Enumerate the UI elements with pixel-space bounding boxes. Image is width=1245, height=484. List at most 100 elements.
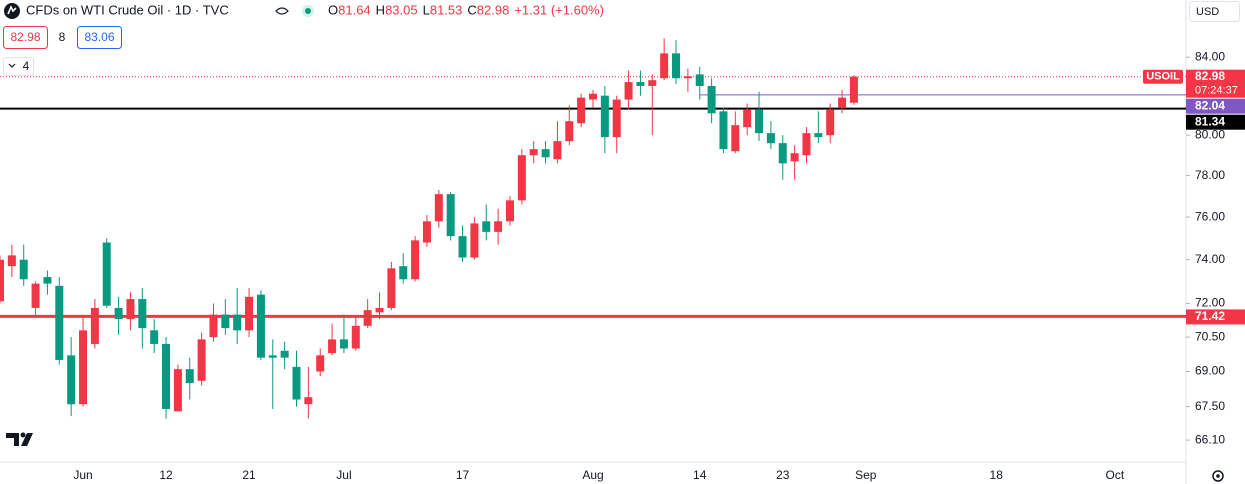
candle-body [173, 369, 182, 412]
x-tick-label: 21 [242, 468, 256, 482]
candle-body [375, 307, 384, 313]
legend-value: 81.53 [430, 2, 463, 17]
candle-body [292, 366, 301, 400]
countdown-label: 07:24:37 [1195, 85, 1238, 97]
last-price-label: 82.98 [1195, 69, 1225, 83]
x-tick-label: Jun [73, 468, 92, 482]
chart-title[interactable]: CFDs on WTI Crude Oil · 1D · TVC [26, 2, 229, 17]
candle-body [541, 149, 550, 158]
indicators-toggle[interactable] [3, 57, 34, 76]
chevron-icon [8, 63, 16, 68]
legend-change: +1.31 (+1.60%) [514, 2, 604, 17]
last-price-tag [1186, 69, 1245, 98]
legend-key: H [376, 2, 385, 17]
y-tick-label: 70.50 [1195, 329, 1225, 343]
candle-body [755, 109, 764, 134]
candle-body [363, 310, 372, 326]
price-tag-label: 71.42 [1195, 309, 1225, 323]
y-tick-label: 74.00 [1195, 252, 1225, 266]
symbol-tag [1143, 69, 1183, 84]
candle-body [245, 296, 254, 331]
x-tick-label: Jul [336, 468, 351, 482]
y-tick-label: 66.10 [1195, 432, 1225, 446]
symbol-tag-label: USOIL [1146, 71, 1180, 83]
y-tick-label: 72.00 [1195, 296, 1225, 310]
candle-body [268, 355, 277, 358]
y-tick-label: 76.00 [1195, 209, 1225, 223]
x-tick-label: 18 [990, 468, 1004, 482]
candle-body [482, 221, 491, 232]
candle-body [351, 325, 360, 349]
candle-body [422, 221, 431, 243]
currency-button[interactable] [1189, 1, 1240, 22]
candle-body [209, 314, 218, 338]
candle-body [790, 153, 799, 162]
x-tick-label: 12 [159, 468, 173, 482]
candle-body [695, 74, 704, 86]
x-tick-label: Oct [1106, 468, 1125, 482]
candle-body [778, 143, 787, 164]
candle-body [221, 314, 230, 329]
candle-body [766, 133, 775, 144]
symbol-icon-glyph [7, 5, 17, 15]
settings-icon-center [1216, 474, 1220, 478]
y-tick-label: 80.00 [1195, 127, 1225, 141]
legend-key: C [467, 2, 476, 17]
buy-button[interactable] [77, 26, 122, 49]
candle-body [411, 240, 420, 280]
candle-body [67, 355, 76, 405]
candle-body [7, 255, 16, 267]
candle-body [719, 111, 728, 150]
candle-body [197, 339, 206, 381]
candle-body [636, 82, 645, 86]
candle-body [150, 330, 159, 344]
candle-body [517, 155, 526, 201]
y-tick-label: 69.00 [1195, 364, 1225, 378]
candle-body [328, 339, 337, 354]
legend-value: 83.05 [385, 2, 418, 17]
candle-body [494, 221, 503, 232]
price-tag [1186, 114, 1245, 130]
candle-body [434, 194, 443, 222]
indicators-count: 4 [23, 59, 30, 73]
legend-key: L [423, 2, 430, 17]
tv-logo-dot [20, 432, 26, 438]
candle-body [826, 109, 835, 136]
y-tick-label: 78.00 [1195, 168, 1225, 182]
candle-body [838, 97, 847, 108]
candle-body [672, 53, 681, 79]
y-tick-label: 67.50 [1195, 399, 1225, 413]
candle-body [446, 194, 455, 237]
candle-body [256, 294, 265, 358]
candle-body [707, 85, 716, 114]
settings-icon[interactable] [1212, 470, 1224, 482]
symbol-icon[interactable] [4, 3, 20, 19]
candle-body [849, 76, 858, 103]
eye-icon[interactable] [275, 7, 289, 15]
candle-body [565, 121, 574, 142]
candle-body [126, 299, 135, 320]
candle-body [660, 53, 669, 79]
y-tick-label: 84.00 [1195, 49, 1225, 63]
candle-body [802, 133, 811, 156]
candle-body [114, 307, 123, 320]
candle-body [280, 350, 289, 358]
candle-body [529, 149, 538, 156]
candle-body [731, 125, 740, 152]
x-tick-label: Sep [855, 468, 877, 482]
candle-body [162, 343, 171, 409]
candle-body [90, 307, 99, 344]
x-tick-label: 23 [776, 468, 790, 482]
price-tag [1186, 98, 1245, 114]
x-tick-label: Aug [582, 468, 603, 482]
candle-body [19, 259, 28, 280]
sell-button[interactable] [3, 26, 48, 49]
candle-body [612, 99, 621, 138]
candle-body [43, 277, 52, 284]
tv-logo[interactable] [6, 433, 33, 446]
price-tag-label: 81.34 [1195, 114, 1225, 128]
candle-body [814, 133, 823, 138]
candle-body [339, 339, 348, 349]
candle-body [387, 268, 396, 308]
